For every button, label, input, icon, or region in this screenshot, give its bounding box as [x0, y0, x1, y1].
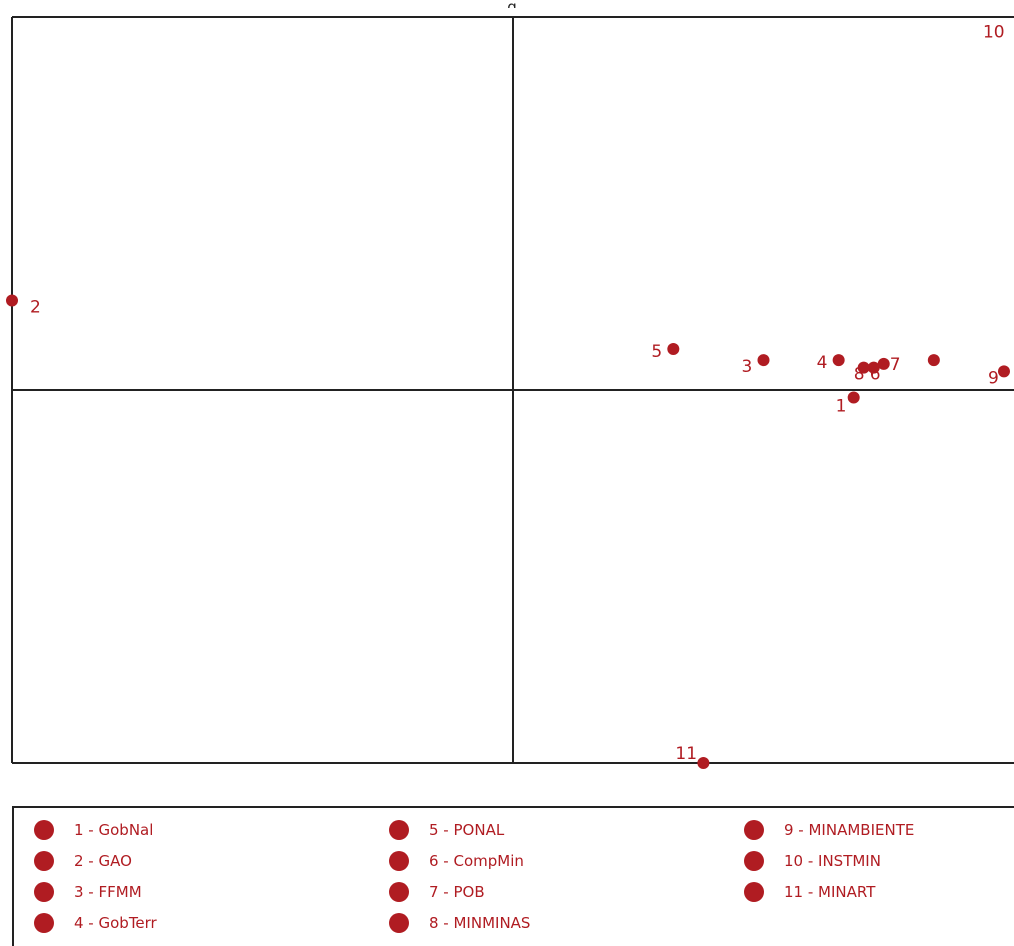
legend-label: 8 - MINMINAS — [429, 914, 531, 932]
point-label-3: 3 — [742, 357, 753, 377]
scatter-chart: 1 2 3 4 5 6 7 8 9 10 11 — [6, 16, 1014, 769]
legend-label: 4 - GobTerr — [74, 914, 157, 932]
legend-entry-1: 1 - GobNal — [34, 820, 153, 840]
point-label-2: 2 — [30, 297, 41, 317]
legend-dot-icon — [389, 882, 409, 902]
legend-dot-icon — [744, 820, 764, 840]
legend-entry-8: 8 - MINMINAS — [389, 913, 530, 933]
data-point-7b — [927, 354, 940, 367]
legend-dot-icon — [389, 851, 409, 871]
legend-dot-icon — [389, 820, 409, 840]
legend-label: 10 - INSTMIN — [784, 852, 881, 870]
plot-frame — [11, 16, 1014, 764]
data-point-11 — [697, 757, 710, 769]
point-label-11: 11 — [675, 744, 697, 764]
legend-entry-3: 3 - FFMM — [34, 882, 142, 902]
legend-entry-4: 4 - GobTerr — [34, 913, 157, 933]
point-label-7: 7 — [890, 355, 901, 375]
point-label-1: 1 — [836, 396, 847, 416]
data-point-9 — [997, 365, 1010, 378]
data-point-7 — [877, 357, 890, 370]
legend-label: 11 - MINART — [784, 883, 876, 901]
point-label-6: 6 — [870, 365, 881, 385]
legend-entry-9: 9 - MINAMBIENTE — [744, 820, 914, 840]
legend-entry-10: 10 - INSTMIN — [744, 851, 881, 871]
legend-label: 2 - GAO — [74, 852, 132, 870]
point-label-10: 10 — [983, 22, 1005, 42]
legend-dot-icon — [744, 882, 764, 902]
data-point-2 — [6, 294, 18, 307]
legend-label: 9 - MINAMBIENTE — [784, 821, 915, 839]
legend-label: 6 - CompMin — [429, 852, 524, 870]
legend-dot-icon — [34, 882, 54, 902]
legend-dot-icon — [34, 820, 54, 840]
point-label-5: 5 — [651, 342, 662, 362]
legend-dot-icon — [34, 851, 54, 871]
legend-dot-icon — [34, 913, 54, 933]
data-point-8 — [857, 361, 870, 374]
legend: 1 - GobNal 2 - GAO 3 - FFMM 4 - GobTerr 5 - … — [12, 806, 1014, 946]
point-label-8: 8 — [854, 365, 865, 385]
legend-label: 3 - FFMM — [74, 883, 142, 901]
legend-entry-5: 5 - PONAL — [389, 820, 504, 840]
data-point-4 — [832, 354, 845, 367]
data-point-5 — [667, 342, 680, 355]
point-label-4: 4 — [817, 353, 828, 373]
legend-dot-icon — [744, 851, 764, 871]
data-point-6 — [867, 361, 880, 374]
data-points: 1 2 3 4 5 6 7 8 9 10 11 — [6, 22, 1010, 769]
legend-entry-11: 11 - MINART — [744, 882, 875, 902]
legend-entry-7: 7 - POB — [389, 882, 485, 902]
legend-dot-icon — [389, 913, 409, 933]
legend-label: 1 - GobNal — [74, 821, 154, 839]
legend-label: 7 - POB — [429, 883, 485, 901]
point-label-9: 9 — [988, 368, 999, 388]
top-axis-label: g — [12, 0, 1012, 8]
data-point-1 — [847, 391, 860, 404]
legend-label: 5 - PONAL — [429, 821, 505, 839]
legend-entry-2: 2 - GAO — [34, 851, 132, 871]
legend-entry-6: 6 - CompMin — [389, 851, 524, 871]
data-point-3 — [757, 354, 770, 367]
